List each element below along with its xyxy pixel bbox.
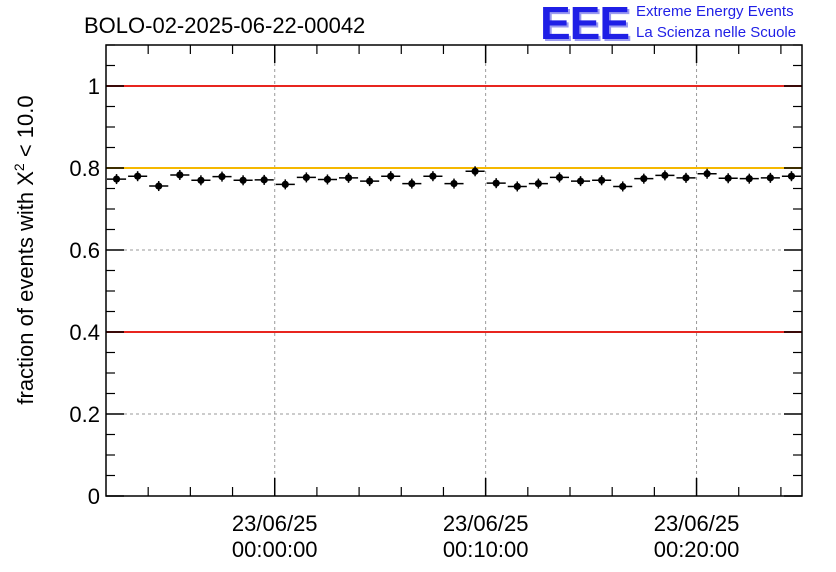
reference-lines [106,85,802,333]
data-point [739,173,759,184]
x-tick-date-label: 23/06/25 [443,511,529,536]
data-point-marker [576,177,585,185]
axes: 00.20.40.60.8123/06/2500:00:0023/06/2500… [69,44,802,562]
data-point [296,172,316,183]
x-tick-time-label: 00:00:00 [232,537,318,562]
data-point [423,171,443,182]
y-tick-label: 1 [88,74,100,99]
data-point-marker [239,176,247,184]
data-point-marker [724,174,732,182]
data-point [402,178,422,189]
data-point-marker [766,174,774,182]
data-point [676,172,696,183]
data-point-marker [492,179,500,187]
x-tick-date-label: 23/06/25 [654,511,740,536]
data-point [360,176,380,187]
data-point [170,169,190,180]
data-point-marker [366,177,374,185]
data-point [718,173,738,184]
data-point-marker [534,179,542,188]
data-point-marker [703,170,711,178]
y-tick-label: 0.6 [69,238,100,263]
y-axis-label-sup: 2 [11,163,27,171]
data-point [528,178,548,189]
eee-logo: EEE Extreme Energy Events La Scienza nel… [540,0,830,46]
data-point [444,178,464,189]
data-point-marker [745,175,753,183]
data-point-marker [112,175,121,183]
chart-title: BOLO-02-2025-06-22-00042 [84,13,365,38]
data-point-marker [661,171,669,179]
data-point-marker [176,171,184,179]
data-point [465,166,485,177]
data-point-marker [260,176,268,184]
data-points [107,166,801,192]
y-axis-label-main: fraction of events with X [13,171,38,405]
data-point [107,174,127,185]
data-point [212,171,232,182]
data-point-marker [323,175,332,184]
data-point [381,171,401,182]
data-point-marker [555,173,564,182]
data-point-marker [134,172,142,180]
x-tick-time-label: 00:20:00 [654,537,740,562]
data-point [275,179,295,190]
data-point [592,175,612,186]
data-point-marker [598,176,606,184]
data-point-marker [218,173,226,181]
data-point [486,178,506,189]
x-tick-date-label: 23/06/25 [232,511,318,536]
data-point [697,168,717,179]
data-point [149,181,169,192]
data-point-marker [682,174,690,182]
data-point-marker [197,176,205,184]
data-point [254,174,274,185]
data-point [613,181,633,192]
data-point-marker [155,182,163,190]
data-point-marker [281,180,289,188]
y-axis-label: fraction of events with X2 < 10.0 [11,95,38,404]
data-point-marker [513,182,521,191]
plot-frame [105,44,803,497]
data-point [339,172,359,183]
logo-line-2: La Scienza nelle Scuole [636,24,797,41]
data-point-marker [471,167,479,175]
y-tick-label: 0.8 [69,156,100,181]
y-tick-label: 0 [88,484,100,509]
data-point [507,181,527,192]
data-point [317,174,337,185]
data-point-marker [787,172,796,180]
logo-line-1: Extreme Energy Events [636,3,794,20]
data-point [191,175,211,186]
data-point-marker [387,172,395,180]
data-point-marker [619,182,627,191]
data-point [781,171,801,182]
grid-layer [106,45,802,496]
data-point [655,170,675,181]
data-point [571,176,591,187]
x-tick-time-label: 00:10:00 [443,537,529,562]
data-point [233,175,253,186]
eee-logo-mark: EEE [540,0,630,49]
data-point [634,173,654,184]
data-point-marker [429,172,437,180]
data-point-marker [640,175,648,183]
y-tick-label: 0.2 [69,402,100,427]
data-point-marker [408,179,416,188]
data-point-marker [344,174,353,182]
data-point-marker [450,179,458,188]
data-point-marker [302,173,310,182]
data-point [128,171,148,182]
data-point [760,172,780,183]
y-axis-label-rest: < 10.0 [13,95,38,163]
y-tick-label: 0.4 [69,320,100,345]
data-point [549,172,569,183]
